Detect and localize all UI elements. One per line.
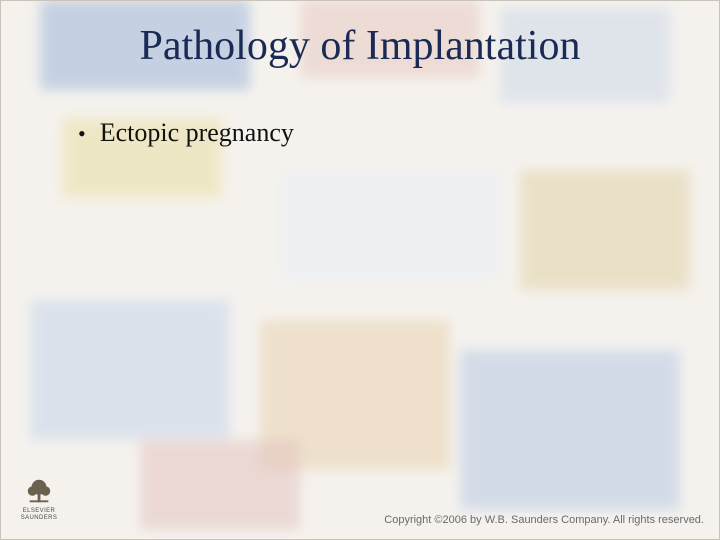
slide: Pathology of Implantation • Ectopic pregn… <box>0 0 720 540</box>
background-block <box>140 440 300 530</box>
brand-line-2: SAUNDERS <box>21 515 58 522</box>
bullet-item: • Ectopic pregnancy <box>70 118 660 148</box>
background-block <box>280 170 500 280</box>
background-block <box>30 300 230 440</box>
bullet-dot-icon: • <box>78 123 86 145</box>
slide-title: Pathology of Implantation <box>0 22 720 70</box>
background-block <box>460 350 680 510</box>
elsevier-tree-icon <box>24 476 54 506</box>
copyright-text: Copyright ©2006 by W.B. Saunders Company… <box>384 514 704 526</box>
brand-line-1: ELSEVIER <box>21 508 58 515</box>
bullet-text: Ectopic pregnancy <box>100 118 294 148</box>
background-block <box>520 170 690 290</box>
bullet-list: • Ectopic pregnancy <box>70 118 660 162</box>
publisher-logo: ELSEVIER SAUNDERS <box>12 472 66 526</box>
publisher-brand-text: ELSEVIER SAUNDERS <box>21 508 58 521</box>
